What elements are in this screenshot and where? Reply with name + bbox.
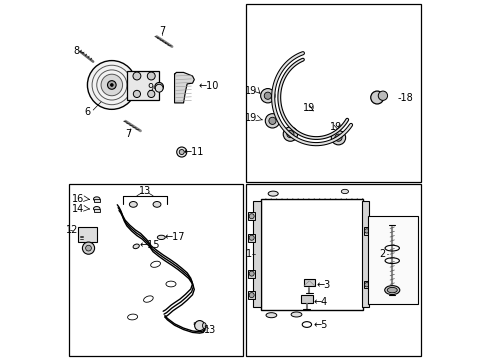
Circle shape	[155, 84, 163, 92]
Circle shape	[101, 74, 122, 96]
Polygon shape	[174, 72, 194, 103]
Circle shape	[133, 90, 140, 98]
Text: 19: 19	[329, 122, 342, 132]
Bar	[247, 291, 255, 299]
Ellipse shape	[267, 191, 278, 196]
Circle shape	[260, 89, 274, 103]
Bar	[367, 216, 417, 304]
Bar	[363, 227, 369, 234]
Circle shape	[147, 90, 155, 98]
Ellipse shape	[93, 207, 100, 211]
Ellipse shape	[202, 323, 206, 328]
Circle shape	[364, 283, 368, 287]
Circle shape	[286, 131, 293, 138]
Bar	[93, 209, 100, 212]
Bar	[260, 199, 362, 310]
Text: 14: 14	[72, 204, 84, 214]
Bar	[363, 281, 369, 288]
Bar	[78, 227, 97, 242]
Circle shape	[330, 131, 345, 145]
Circle shape	[364, 229, 368, 233]
Ellipse shape	[341, 189, 348, 194]
Circle shape	[147, 72, 155, 80]
Text: 1: 1	[245, 248, 251, 258]
Text: 16: 16	[72, 194, 84, 204]
Circle shape	[194, 320, 204, 330]
Circle shape	[249, 235, 254, 240]
Text: 19: 19	[244, 86, 257, 96]
Circle shape	[268, 117, 276, 125]
Bar	[253, 201, 261, 307]
Circle shape	[283, 127, 297, 141]
Text: ←4: ←4	[313, 297, 327, 307]
Text: 9: 9	[146, 83, 153, 93]
Circle shape	[82, 242, 94, 254]
Circle shape	[176, 147, 186, 157]
Bar	[301, 295, 312, 303]
Bar	[126, 71, 159, 100]
Text: 13: 13	[139, 186, 151, 197]
Text: 7: 7	[124, 130, 131, 139]
Text: 19: 19	[302, 103, 315, 113]
Circle shape	[249, 271, 254, 276]
Circle shape	[370, 91, 383, 104]
Text: 13: 13	[204, 325, 216, 335]
Ellipse shape	[129, 202, 137, 207]
Text: 2: 2	[379, 248, 385, 258]
Circle shape	[107, 81, 116, 89]
Circle shape	[110, 84, 113, 86]
Bar	[304, 279, 314, 286]
Circle shape	[87, 60, 136, 109]
Ellipse shape	[386, 287, 396, 293]
Circle shape	[133, 72, 141, 80]
Bar	[69, 184, 243, 356]
Text: ←17: ←17	[164, 232, 184, 242]
Bar	[247, 270, 255, 278]
Circle shape	[85, 245, 91, 251]
Circle shape	[265, 114, 279, 128]
Circle shape	[249, 293, 254, 298]
Text: 8: 8	[73, 46, 79, 56]
Ellipse shape	[290, 312, 301, 317]
Bar	[247, 234, 255, 242]
Circle shape	[179, 149, 184, 154]
Ellipse shape	[153, 202, 161, 207]
Ellipse shape	[384, 285, 399, 294]
Bar	[245, 184, 421, 356]
Text: 6: 6	[84, 107, 90, 117]
Ellipse shape	[157, 235, 165, 239]
Ellipse shape	[133, 244, 139, 249]
Text: -18: -18	[397, 93, 413, 103]
Text: 19: 19	[244, 113, 257, 123]
Ellipse shape	[93, 197, 100, 201]
Circle shape	[378, 91, 387, 100]
Circle shape	[334, 134, 341, 141]
Bar	[245, 4, 421, 182]
Circle shape	[264, 92, 271, 99]
Bar	[93, 199, 100, 202]
Ellipse shape	[265, 313, 276, 318]
Text: ←15: ←15	[139, 240, 160, 250]
Text: 12: 12	[66, 225, 78, 235]
Text: ←11: ←11	[183, 147, 203, 157]
Text: ←3: ←3	[316, 280, 330, 290]
Circle shape	[249, 214, 254, 219]
Text: ←5: ←5	[313, 320, 327, 329]
Text: 7: 7	[159, 26, 165, 36]
Circle shape	[155, 82, 163, 91]
Bar	[247, 212, 255, 220]
Bar	[362, 201, 368, 307]
Text: ←10: ←10	[198, 81, 218, 91]
